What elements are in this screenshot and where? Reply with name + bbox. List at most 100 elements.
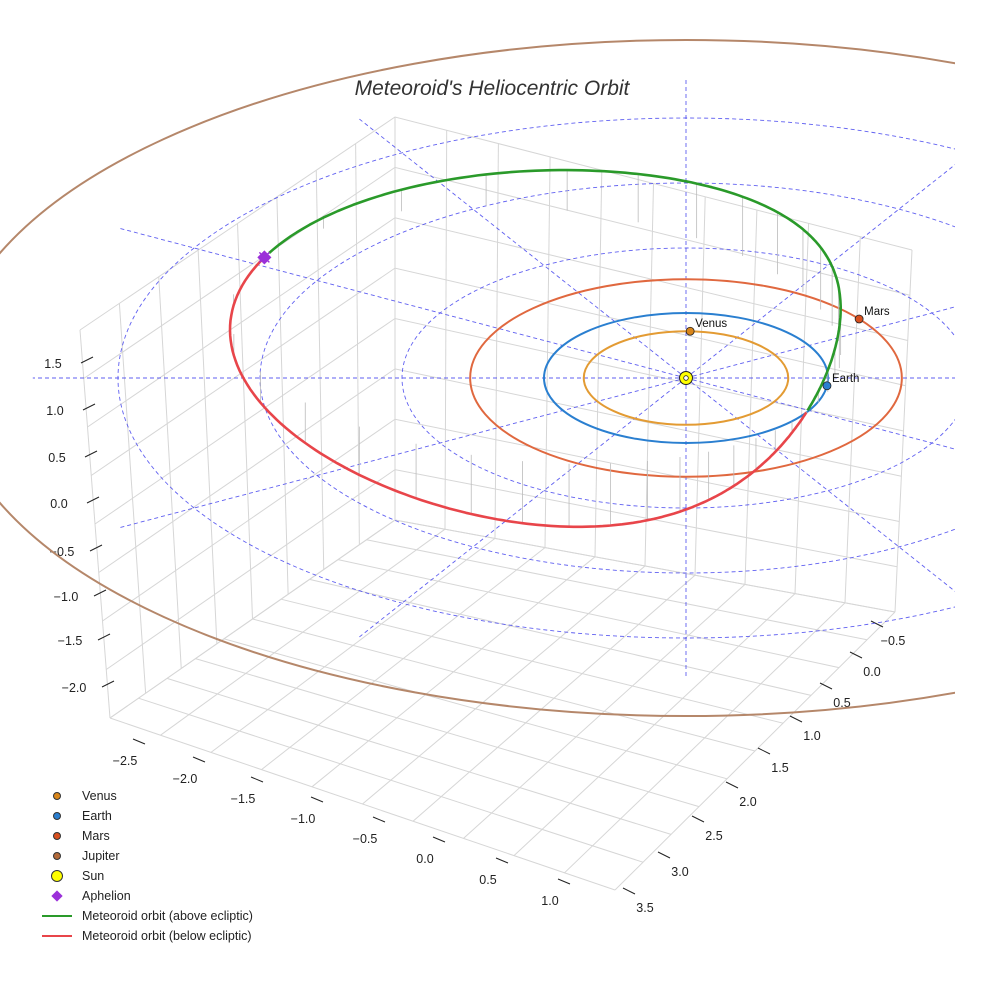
chart-title: Meteoroid's Heliocentric Orbit [355, 77, 631, 100]
y-tick-label: 3.5 [636, 901, 653, 915]
grid-line [412, 574, 696, 822]
legend: Venus Earth Mars Jupiter Sun Aphelion Meteoroi… [40, 786, 253, 946]
grid-line [261, 547, 546, 770]
z-tick-label: −1.0 [54, 590, 79, 604]
x-tick-label: −2.0 [173, 772, 198, 786]
axis-ticks: −2.5 −2.0 −1.5 −1.0 −0.5 0.0 0.5 1.0 −0.5 0.0 0.5 1… [44, 356, 906, 915]
y-tick-mark [870, 620, 884, 628]
legend-item: Sun [40, 866, 253, 886]
marker-earth [822, 381, 832, 391]
x-tick-mark [557, 878, 571, 885]
x-tick-label: 0.0 [416, 852, 433, 866]
legend-item: Meteoroid orbit (below ecliptic) [40, 926, 253, 946]
grid-line [160, 528, 446, 736]
marker-venus [685, 326, 695, 336]
z-tick-mark [84, 450, 98, 458]
grid-line [463, 584, 746, 839]
orbit-layer: Venus Earth Mars [0, 39, 955, 717]
z-tick-mark [82, 403, 96, 411]
grid-line [87, 217, 908, 428]
y-tick-label: 0.0 [863, 665, 880, 679]
x-tick-mark [132, 738, 146, 745]
legend-swatch [51, 890, 63, 902]
grid-line [513, 593, 796, 856]
z-tick-label: 0.5 [48, 451, 65, 465]
radial-line [685, 164, 955, 379]
legend-item: Jupiter [40, 846, 253, 866]
z-tick-mark [80, 356, 94, 364]
y-tick-label: 1.0 [803, 729, 820, 743]
legend-label: Earth [82, 809, 112, 823]
y-tick-mark [757, 747, 771, 755]
legend-key [40, 886, 74, 906]
legend-key [40, 826, 74, 846]
reference-circle [259, 182, 955, 574]
legend-key [40, 906, 74, 926]
axis-gridlines [79, 116, 913, 891]
legend-swatch [51, 870, 63, 882]
y-tick-label: 0.5 [833, 696, 850, 710]
y-tick-label: 2.0 [739, 795, 756, 809]
legend-label: Venus [82, 789, 117, 803]
legend-label: Sun [82, 869, 105, 883]
x-tick-mark [432, 836, 446, 843]
legend-label: Meteoroid orbit (below ecliptic) [82, 929, 252, 943]
legend-item: Earth [40, 806, 253, 826]
legend-swatch [42, 935, 72, 937]
z-tick-label: 0.0 [50, 497, 67, 511]
marker-mars [854, 314, 864, 324]
z-tick-mark [89, 544, 103, 552]
z-tick-mark [101, 680, 115, 688]
z-tick-label: 1.0 [46, 404, 63, 418]
grid-line [94, 317, 904, 525]
orbit-mars [469, 278, 903, 478]
x-tick-label: 1.0 [541, 894, 558, 908]
y-tick-mark [819, 682, 833, 690]
legend-label: Mars [82, 829, 110, 843]
legend-key [40, 846, 74, 866]
x-tick-mark [192, 756, 206, 763]
grid-line [210, 538, 496, 753]
radial-line [120, 228, 687, 379]
grid-line [83, 166, 910, 379]
grid-line [564, 602, 846, 874]
y-tick-mark [789, 715, 803, 723]
meteoroid-orbit-above [268, 168, 842, 412]
legend-item: Meteoroid orbit (above ecliptic) [40, 906, 253, 926]
y-tick-label: 2.5 [705, 829, 722, 843]
legend-key [40, 926, 74, 946]
radial-line [685, 377, 955, 592]
z-tick-mark [86, 496, 100, 504]
x-tick-label: 0.5 [479, 873, 496, 887]
y-tick-label: 3.0 [671, 865, 688, 879]
y-tick-mark [849, 651, 863, 659]
legend-key [40, 806, 74, 826]
x-tick-label: −2.5 [113, 754, 138, 768]
grid-line [109, 519, 896, 719]
z-tick-label: −1.5 [58, 634, 83, 648]
label-earth: Earth [832, 373, 860, 385]
legend-swatch [53, 852, 61, 860]
label-mars: Mars [864, 306, 890, 318]
grid-line [614, 611, 896, 891]
orbit-jupiter [0, 39, 955, 717]
grid-line [98, 368, 902, 573]
grid-line [311, 556, 596, 788]
grid-line [105, 469, 898, 670]
y-tick-label: −0.5 [881, 634, 906, 648]
legend-swatch [53, 832, 61, 840]
z-tick-label: 1.5 [44, 357, 61, 371]
legend-swatch [53, 812, 61, 820]
x-tick-mark [310, 796, 324, 803]
z-tick-mark [97, 633, 111, 641]
radial-line [685, 377, 955, 450]
sun-marker-center [683, 375, 689, 381]
legend-label: Jupiter [82, 849, 120, 863]
y-tick-mark [622, 887, 636, 895]
grid-line [362, 565, 646, 805]
meteoroid-orbit-below [228, 256, 808, 529]
label-venus: Venus [695, 318, 727, 330]
legend-label: Aphelion [82, 889, 131, 903]
legend-key [40, 866, 74, 886]
